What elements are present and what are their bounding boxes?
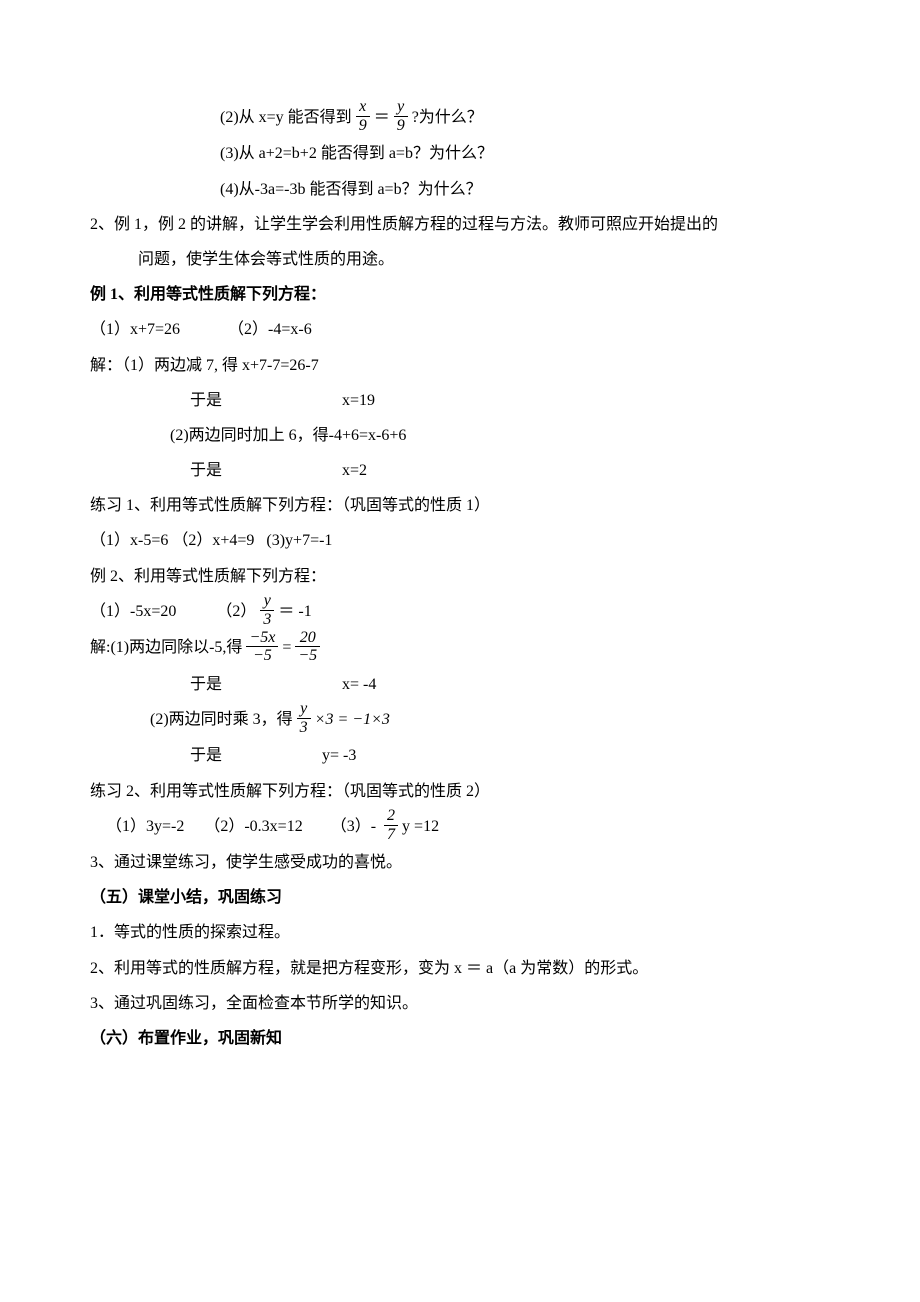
document-page: (2)从 x=y 能否得到 x 9 ＝ y 9 ?为什么？ (3)从 a+2=b… [0, 0, 920, 1302]
label-yushi: 于是 [190, 676, 222, 693]
label-yushi: 于是 [190, 747, 222, 764]
prac2-frac: 2 7 [384, 807, 398, 843]
ex2-s1-eq: = [282, 639, 291, 656]
section-6-heading: （六）布置作业，巩固新知 [90, 1021, 830, 1056]
question-4: (4)从-3a=-3b 能否得到 a=b？为什么？ [90, 172, 830, 207]
para-2a: 2、例 1，例 2 的讲解，让学生学会利用性质解方程的过程与方法。教师可照应开始… [90, 207, 830, 242]
example-2-step-1: 解:(1)两边同除以-5,得 −5x −5 = 20 −5 [90, 630, 830, 666]
ex2-s1-frac-r: 20 −5 [295, 629, 320, 665]
q2-frac-left: x 9 [356, 98, 370, 134]
example-1-step-4: 于是 x=2 [90, 453, 830, 488]
ex2-rhs: ＝ -1 [278, 603, 311, 620]
q2-eq: ＝ [374, 109, 390, 126]
example-2-step-2: 于是 x= -4 [90, 667, 830, 702]
section-5-heading: （五）课堂小结，巩固练习 [90, 880, 830, 915]
ex2-part1: （1）-5x=20 （2） [90, 603, 256, 620]
question-3: (3)从 a+2=b+2 能否得到 a=b？为什么？ [90, 136, 830, 171]
label-yushi: 于是 [190, 392, 222, 409]
prac2-part-a: （1）3y=-2 （2）-0.3x=12 （3）- [106, 818, 380, 835]
example-1-title: 例 1、利用等式性质解下列方程： [90, 277, 830, 312]
para-3: 3、通过课堂练习，使学生感受成功的喜悦。 [90, 845, 830, 880]
example-1-step-1: 解：（1）两边减 7, 得 x+7-7=26-7 [90, 348, 830, 383]
ex2-s3-text: (2)两边同时乘 3，得 [150, 711, 293, 728]
section-5-item-3: 3、通过巩固练习，全面检查本节所学的知识。 [90, 986, 830, 1021]
label-yushi: 于是 [190, 462, 222, 479]
ex2-frac: y 3 [260, 592, 274, 628]
example-2-title: 例 2、利用等式性质解下列方程： [90, 559, 830, 594]
ex2-s3-frac: y 3 [297, 700, 311, 736]
result-x2: x=2 [342, 462, 367, 479]
q2-frac-right: y 9 [394, 98, 408, 134]
result-x19: x=19 [342, 392, 375, 409]
practice-1-equations: （1）x-5=6 （2）x+4=9 (3)y+7=-1 [90, 523, 830, 558]
example-2-step-3: (2)两边同时乘 3，得 y 3 ×3 = −1×3 [90, 702, 830, 738]
result-xneg4: x= -4 [342, 676, 376, 693]
prac2-part-b: y =12 [402, 818, 439, 835]
example-2-equations: （1）-5x=20 （2） y 3 ＝ -1 [90, 594, 830, 630]
practice-2-equations: （1）3y=-2 （2）-0.3x=12 （3）- 2 7 y =12 [90, 809, 830, 845]
q2-suffix: ?为什么？ [412, 109, 483, 126]
example-1-step-3: (2)两边同时加上 6，得-4+6=x-6+6 [90, 418, 830, 453]
para-2b: 问题，使学生体会等式性质的用途。 [90, 242, 830, 277]
example-1-equations: （1）x+7=26 （2）-4=x-6 [90, 312, 830, 347]
practice-1-title: 练习 1、利用等式性质解下列方程：（巩固等式的性质 1） [90, 488, 830, 523]
ex2-s1-frac-l: −5x −5 [246, 629, 278, 665]
result-yneg3: y= -3 [322, 747, 356, 764]
ex2-s1-text: 解:(1)两边同除以-5,得 [90, 639, 242, 656]
question-2: (2)从 x=y 能否得到 x 9 ＝ y 9 ?为什么？ [90, 100, 830, 136]
example-2-step-4: 于是 y= -3 [90, 738, 830, 773]
q2-prefix: (2)从 x=y 能否得到 [220, 109, 352, 126]
ex2-s3-rhs: ×3 = −1×3 [315, 711, 390, 728]
section-5-item-1: 1．等式的性质的探索过程。 [90, 915, 830, 950]
example-1-step-2: 于是 x=19 [90, 383, 830, 418]
practice-2-title: 练习 2、利用等式性质解下列方程：（巩固等式的性质 2） [90, 774, 830, 809]
section-5-item-2: 2、利用等式的性质解方程，就是把方程变形，变为 x ＝ a（a 为常数）的形式。 [90, 951, 830, 986]
